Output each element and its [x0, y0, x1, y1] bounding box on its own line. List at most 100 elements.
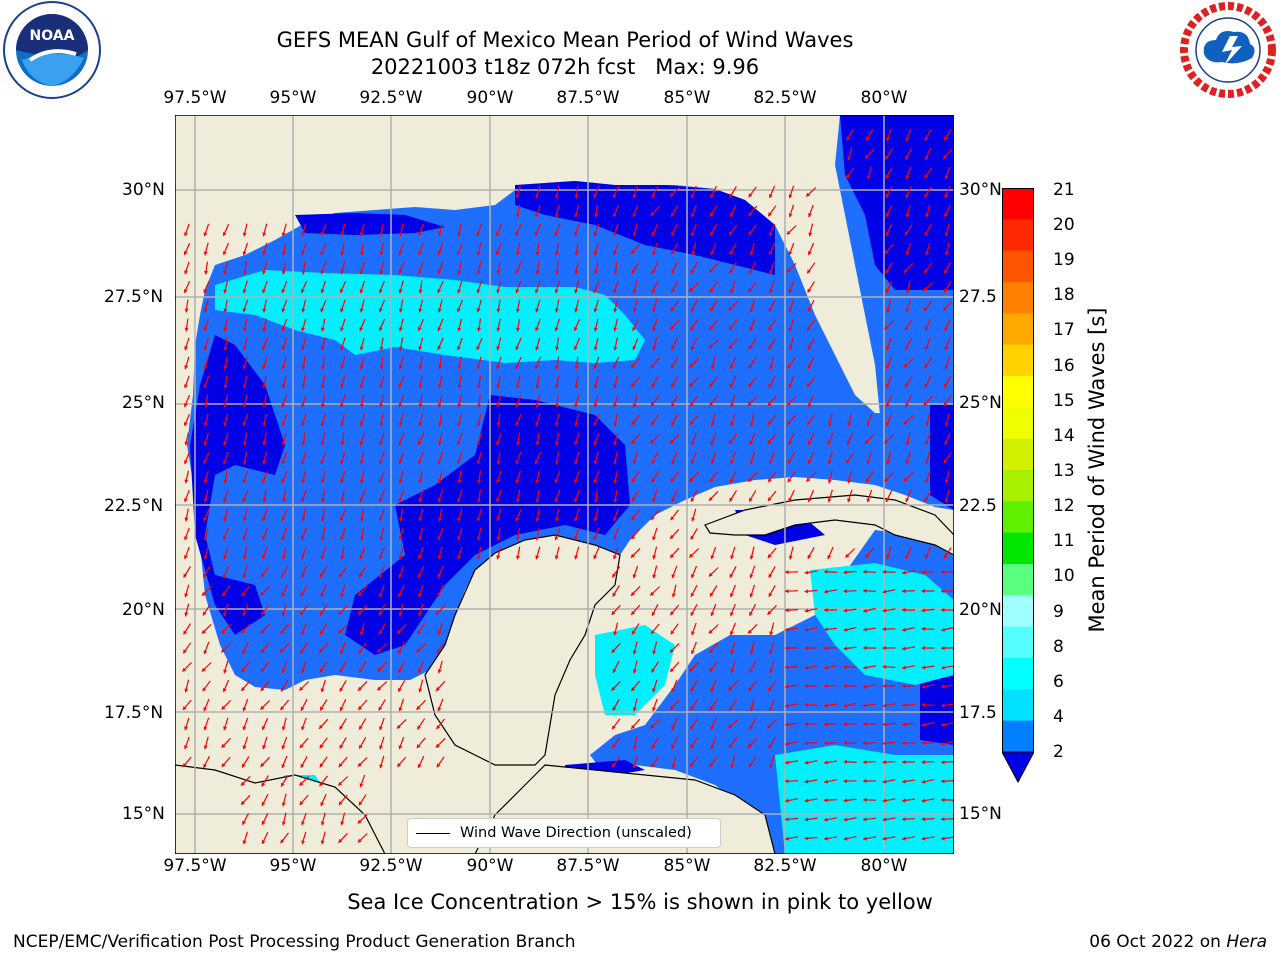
wave-direction-arrowhead: [359, 384, 364, 389]
wave-direction-arrowhead: [301, 251, 305, 256]
wave-direction-arrowhead: [437, 270, 442, 275]
colorbar-segment: [1002, 501, 1034, 534]
wave-direction-arrowhead: [785, 760, 789, 765]
lat-tick-left: 17.5°N: [104, 703, 164, 723]
wave-direction-arrowhead: [574, 251, 579, 256]
wave-direction-arrowhead: [650, 211, 655, 216]
wave-direction-arrowhead: [905, 498, 910, 502]
wave-direction-arrowhead: [944, 288, 948, 293]
wave-direction-arrowhead: [242, 403, 247, 408]
wave-direction-arrowhead: [184, 593, 189, 598]
colorbar-tick-label: 14: [1053, 426, 1075, 446]
ocean-lowperiod-northeast: [515, 181, 775, 275]
wave-direction-arrowhead: [320, 384, 325, 389]
wave-direction-arrowhead: [262, 460, 267, 465]
wave-direction-arrowhead: [379, 726, 383, 731]
wave-direction-arrowhead: [749, 593, 754, 598]
wave-direction-arrowhead: [496, 308, 501, 313]
wave-direction-arrowhead: [748, 477, 752, 482]
wave-direction-arrowhead: [281, 308, 286, 313]
wave-direction-arrowhead: [437, 460, 442, 465]
wave-direction-arrowhead: [804, 817, 809, 822]
ocean-lowperiod-central: [345, 395, 630, 655]
wave-direction-arrowhead: [340, 251, 345, 256]
wave-direction-arrowhead: [827, 555, 832, 559]
wave-direction-arrowhead: [222, 232, 227, 236]
wave-direction-arrowhead: [902, 779, 906, 784]
nws-logo: [1178, 0, 1278, 100]
wave-direction-arrowhead: [203, 536, 208, 541]
wave-direction-arrowhead: [184, 365, 189, 370]
wave-direction-arrowhead: [301, 365, 306, 370]
wave-direction-arrowhead: [652, 650, 657, 655]
wave-direction-arrowhead: [807, 326, 811, 331]
wave-direction-arrowhead: [593, 422, 598, 426]
wave-direction-arrowhead: [709, 212, 714, 217]
wave-direction-arrowhead: [378, 479, 383, 483]
wave-direction-arrowhead: [398, 422, 403, 427]
wave-direction-arrowhead: [359, 327, 364, 331]
lon-tick-bottom: 87.5°W: [556, 856, 620, 876]
wave-direction-arrowhead: [748, 193, 753, 198]
wave-direction-arrowhead: [184, 688, 189, 693]
wave-direction-arrowhead: [203, 289, 208, 293]
wave-direction-arrowhead: [437, 289, 442, 293]
wave-direction-arrowhead: [281, 821, 286, 826]
wave-direction-arrowhead: [593, 365, 598, 369]
wave-direction-arrowhead: [221, 743, 226, 748]
wave-direction-arrowhead: [319, 782, 324, 787]
wave-direction-arrowhead: [241, 592, 246, 597]
wave-direction-arrowhead: [905, 251, 910, 256]
wave-direction-arrowhead: [690, 345, 695, 350]
wave-direction-arrowhead: [768, 326, 772, 331]
wave-direction-arrowhead: [941, 722, 945, 727]
colorbar-tick-label: 12: [1053, 496, 1075, 516]
wave-direction-arrowhead: [650, 402, 655, 406]
wave-direction-arrowhead: [787, 364, 792, 369]
wave-direction-arrowhead: [242, 763, 246, 768]
lon-tick-top: 90°W: [466, 88, 514, 108]
wave-direction-arrowhead: [418, 384, 423, 389]
wave-direction-arrowhead: [359, 270, 364, 275]
wave-direction-arrowhead: [242, 479, 247, 484]
wave-direction-arrowhead: [749, 460, 754, 465]
wave-direction-arrowhead: [379, 745, 383, 750]
colorbar-segment: [1002, 438, 1034, 471]
wave-direction-arrowhead: [941, 570, 945, 575]
wave-direction-arrowhead: [204, 403, 208, 408]
wave-direction-arrowhead: [651, 193, 656, 198]
wave-direction-arrowhead: [457, 327, 462, 332]
wave-direction-arrowhead: [359, 289, 364, 294]
wave-direction-arrowhead: [358, 801, 363, 806]
wave-direction-arrowhead: [301, 270, 306, 275]
wave-direction-arrowhead: [670, 307, 675, 312]
wave-direction-arrowhead: [921, 722, 926, 727]
land-yucatan: [424, 534, 621, 766]
wave-direction-arrowhead: [924, 441, 929, 445]
wave-direction-arrowhead: [944, 251, 949, 256]
wave-direction-arrowhead: [223, 270, 228, 275]
wave-direction-arrowhead: [516, 441, 521, 446]
wave-direction-arrowhead: [902, 627, 906, 632]
wave-direction-arrowhead: [728, 724, 733, 729]
wave-direction-arrowhead: [632, 327, 637, 331]
wave-direction-arrowhead: [261, 801, 266, 806]
wave-direction-arrowhead: [515, 422, 520, 426]
wave-direction-arrowhead: [885, 365, 890, 369]
wave-direction-arrowhead: [924, 156, 929, 160]
wave-direction-arrowhead: [804, 702, 808, 707]
wave-direction-arrowhead: [941, 797, 945, 802]
wave-direction-arrowhead: [358, 686, 362, 691]
wave-direction-arrowhead: [319, 648, 323, 653]
wave-direction-arrowhead: [804, 798, 809, 803]
wave-direction-arrowhead: [554, 194, 559, 199]
wave-direction-arrowhead: [804, 722, 808, 727]
lon-tick-bottom: 92.5°W: [359, 856, 423, 876]
wave-direction-arrowhead: [921, 836, 926, 841]
wave-direction-arrowhead: [535, 289, 539, 294]
wave-direction-arrowhead: [843, 798, 848, 803]
wave-direction-arrowhead: [242, 745, 247, 750]
wave-direction-arrowhead: [923, 401, 928, 406]
wave-direction-arrowhead: [904, 231, 909, 236]
wave-direction-arrowhead: [593, 555, 598, 559]
